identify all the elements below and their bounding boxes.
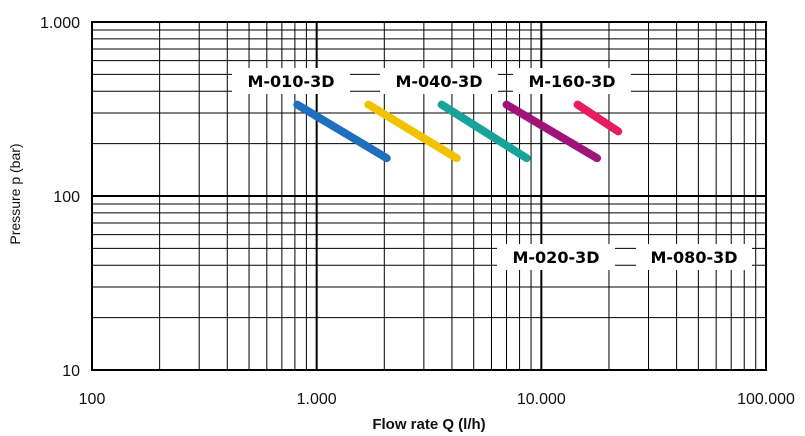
label-layer: M-010-3D M-040-3D M-160-3D M-020-3D M-080-3D: [232, 68, 752, 270]
y-tick-label: 100: [53, 189, 80, 206]
x-tick-label: 100.000: [737, 391, 795, 408]
y-tick-label: 1.000: [40, 15, 80, 32]
x-tick-label: 10.000: [517, 391, 566, 408]
x-axis-label: Flow rate Q (l/h): [372, 416, 485, 433]
series-layer: [293, 100, 623, 163]
y-axis-label: Pressure p (bar): [7, 143, 23, 244]
series-label-box: [380, 68, 498, 94]
tick-layer: 100 1.000 10.000 100.000 10 100 1.000: [40, 15, 795, 408]
series-label: M-080-3D: [650, 248, 737, 267]
series-label-box: [497, 244, 615, 270]
x-tick-label: 100: [79, 391, 106, 408]
series-label-box: [232, 68, 350, 94]
series-line: [573, 100, 623, 136]
series-label: M-010-3D: [247, 72, 334, 91]
series-label-box: [513, 68, 631, 94]
plot-frame: [91, 21, 767, 371]
y-tick-label: 10: [62, 363, 80, 380]
series-label: M-160-3D: [528, 72, 615, 91]
series-label-box: [636, 244, 752, 270]
series-line: [437, 100, 531, 163]
series-label: M-040-3D: [395, 72, 482, 91]
series-label: M-020-3D: [512, 248, 599, 267]
x-tick-label: 1.000: [297, 391, 337, 408]
series-line: [293, 100, 391, 163]
series-line: [502, 100, 602, 163]
series-line: [364, 100, 461, 163]
